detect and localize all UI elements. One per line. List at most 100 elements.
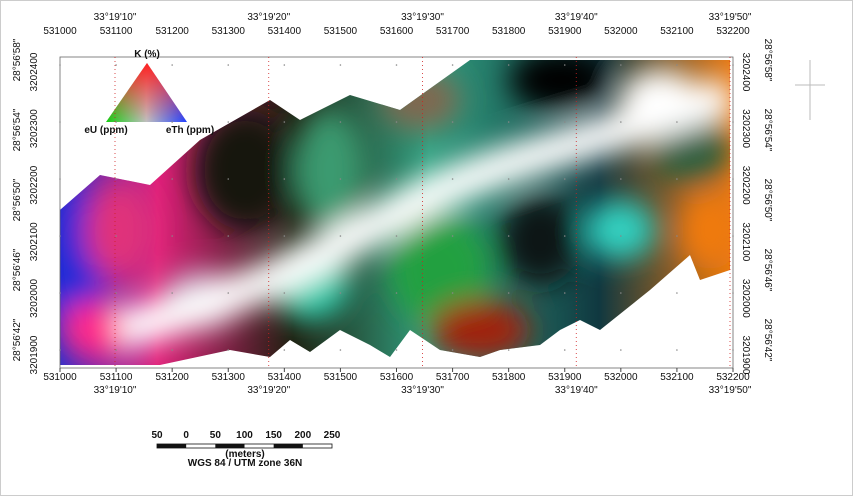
easting-label: 531900 — [548, 26, 582, 37]
scale-segment — [157, 444, 186, 448]
latitude-label: 28°56'58" — [762, 39, 773, 82]
grid-dot — [732, 292, 734, 294]
grid-dot — [564, 64, 566, 66]
easting-label: 532200 — [716, 26, 750, 37]
latitude-label: 28°56'54" — [12, 108, 23, 151]
latitude-label: 28°56'54" — [762, 109, 773, 152]
grid-dot — [59, 64, 61, 66]
grid-dot — [732, 178, 734, 180]
grid-dot — [620, 178, 622, 180]
grid-dot — [340, 121, 342, 123]
easting-label: 531600 — [380, 372, 414, 383]
grid-dot — [676, 121, 678, 123]
longitude-label: 33°19'40" — [555, 12, 598, 23]
grid-dot — [59, 235, 61, 237]
grid-dot — [340, 178, 342, 180]
longitude-label: 33°19'20" — [247, 385, 290, 396]
grid-dot — [676, 64, 678, 66]
grid-dot — [732, 64, 734, 66]
grid-dot — [676, 292, 678, 294]
easting-label: 531700 — [436, 26, 470, 37]
grid-dot — [620, 121, 622, 123]
grid-dot — [564, 121, 566, 123]
scale-segment — [215, 444, 244, 448]
latitude-label: 28°56'58" — [12, 38, 23, 81]
longitude-label: 33°19'30" — [401, 12, 444, 23]
latitude-label: 28°56'46" — [762, 249, 773, 292]
northing-label: 3202000 — [740, 279, 751, 318]
grid-dot — [452, 64, 454, 66]
legend-left: eU (ppm) — [84, 125, 127, 136]
scale-tick-label: 250 — [324, 430, 341, 441]
northing-label: 3201900 — [740, 336, 751, 375]
grid-dot — [564, 178, 566, 180]
easting-label: 531000 — [43, 26, 77, 37]
grid-dot — [227, 235, 229, 237]
grid-dot — [564, 349, 566, 351]
grid-dot — [284, 349, 286, 351]
latitude-label: 28°56'50" — [12, 178, 23, 221]
scale-tick-label: 50 — [151, 430, 163, 441]
northing-label: 3202200 — [29, 165, 40, 204]
easting-label: 531400 — [268, 372, 302, 383]
northing-label: 3202400 — [740, 53, 751, 92]
scale-tick-label: 0 — [183, 430, 189, 441]
scale-tick-label: 50 — [210, 430, 222, 441]
grid-dot — [396, 235, 398, 237]
grid-dot — [340, 235, 342, 237]
easting-label: 531800 — [492, 26, 526, 37]
longitude-label: 33°19'20" — [247, 12, 290, 23]
scale-segment — [274, 444, 303, 448]
grid-dot — [227, 349, 229, 351]
easting-label: 531100 — [100, 26, 133, 37]
scale-tick-label: 200 — [294, 430, 311, 441]
northing-label: 3202100 — [29, 222, 40, 261]
easting-label: 531700 — [436, 372, 470, 383]
grid-dot — [620, 349, 622, 351]
northing-label: 3202300 — [740, 109, 751, 148]
grid-dot — [620, 235, 622, 237]
grid-dot — [396, 292, 398, 294]
latitude-label: 28°56'42" — [762, 319, 773, 362]
easting-label: 531500 — [324, 372, 358, 383]
grid-dot — [171, 235, 173, 237]
easting-label: 531200 — [155, 26, 189, 37]
grid-dot — [732, 349, 734, 351]
scale-tick-label: 100 — [236, 430, 253, 441]
grid-dot — [340, 64, 342, 66]
easting-label: 531200 — [155, 372, 189, 383]
grid-dot — [115, 64, 117, 66]
grid-dot — [171, 64, 173, 66]
grid-dot — [508, 292, 510, 294]
northing-label: 3202000 — [29, 278, 40, 317]
grid-dot — [115, 121, 117, 123]
grid-dot — [171, 178, 173, 180]
grid-dot — [227, 178, 229, 180]
easting-label: 532000 — [604, 26, 638, 37]
grid-dot — [508, 349, 510, 351]
grid-dot — [508, 235, 510, 237]
latitude-label: 28°56'46" — [12, 248, 23, 291]
longitude-label: 33°19'40" — [555, 385, 598, 396]
grid-dot — [452, 235, 454, 237]
grid-dot — [564, 235, 566, 237]
northing-label: 3202300 — [29, 109, 40, 148]
grid-dot — [396, 349, 398, 351]
easting-label: 531400 — [268, 26, 302, 37]
projection: WGS 84 / UTM zone 36N — [188, 458, 302, 469]
grid-dot — [59, 121, 61, 123]
northing-label: 3202100 — [740, 222, 751, 261]
longitude-label: 33°19'10" — [94, 385, 137, 396]
grid-dot — [227, 292, 229, 294]
map-page: K (%) eU (ppm) eTh (ppm) 500501001502002… — [0, 0, 853, 496]
grid-dot — [284, 178, 286, 180]
legend-top: K (%) — [134, 49, 160, 60]
grid-dot — [452, 121, 454, 123]
longitude-label: 33°19'30" — [401, 385, 444, 396]
grid-dot — [564, 292, 566, 294]
grid-dot — [227, 121, 229, 123]
longitude-label: 33°19'10" — [94, 12, 137, 23]
grid-dot — [284, 235, 286, 237]
easting-label: 531300 — [212, 26, 246, 37]
grid-dot — [396, 64, 398, 66]
